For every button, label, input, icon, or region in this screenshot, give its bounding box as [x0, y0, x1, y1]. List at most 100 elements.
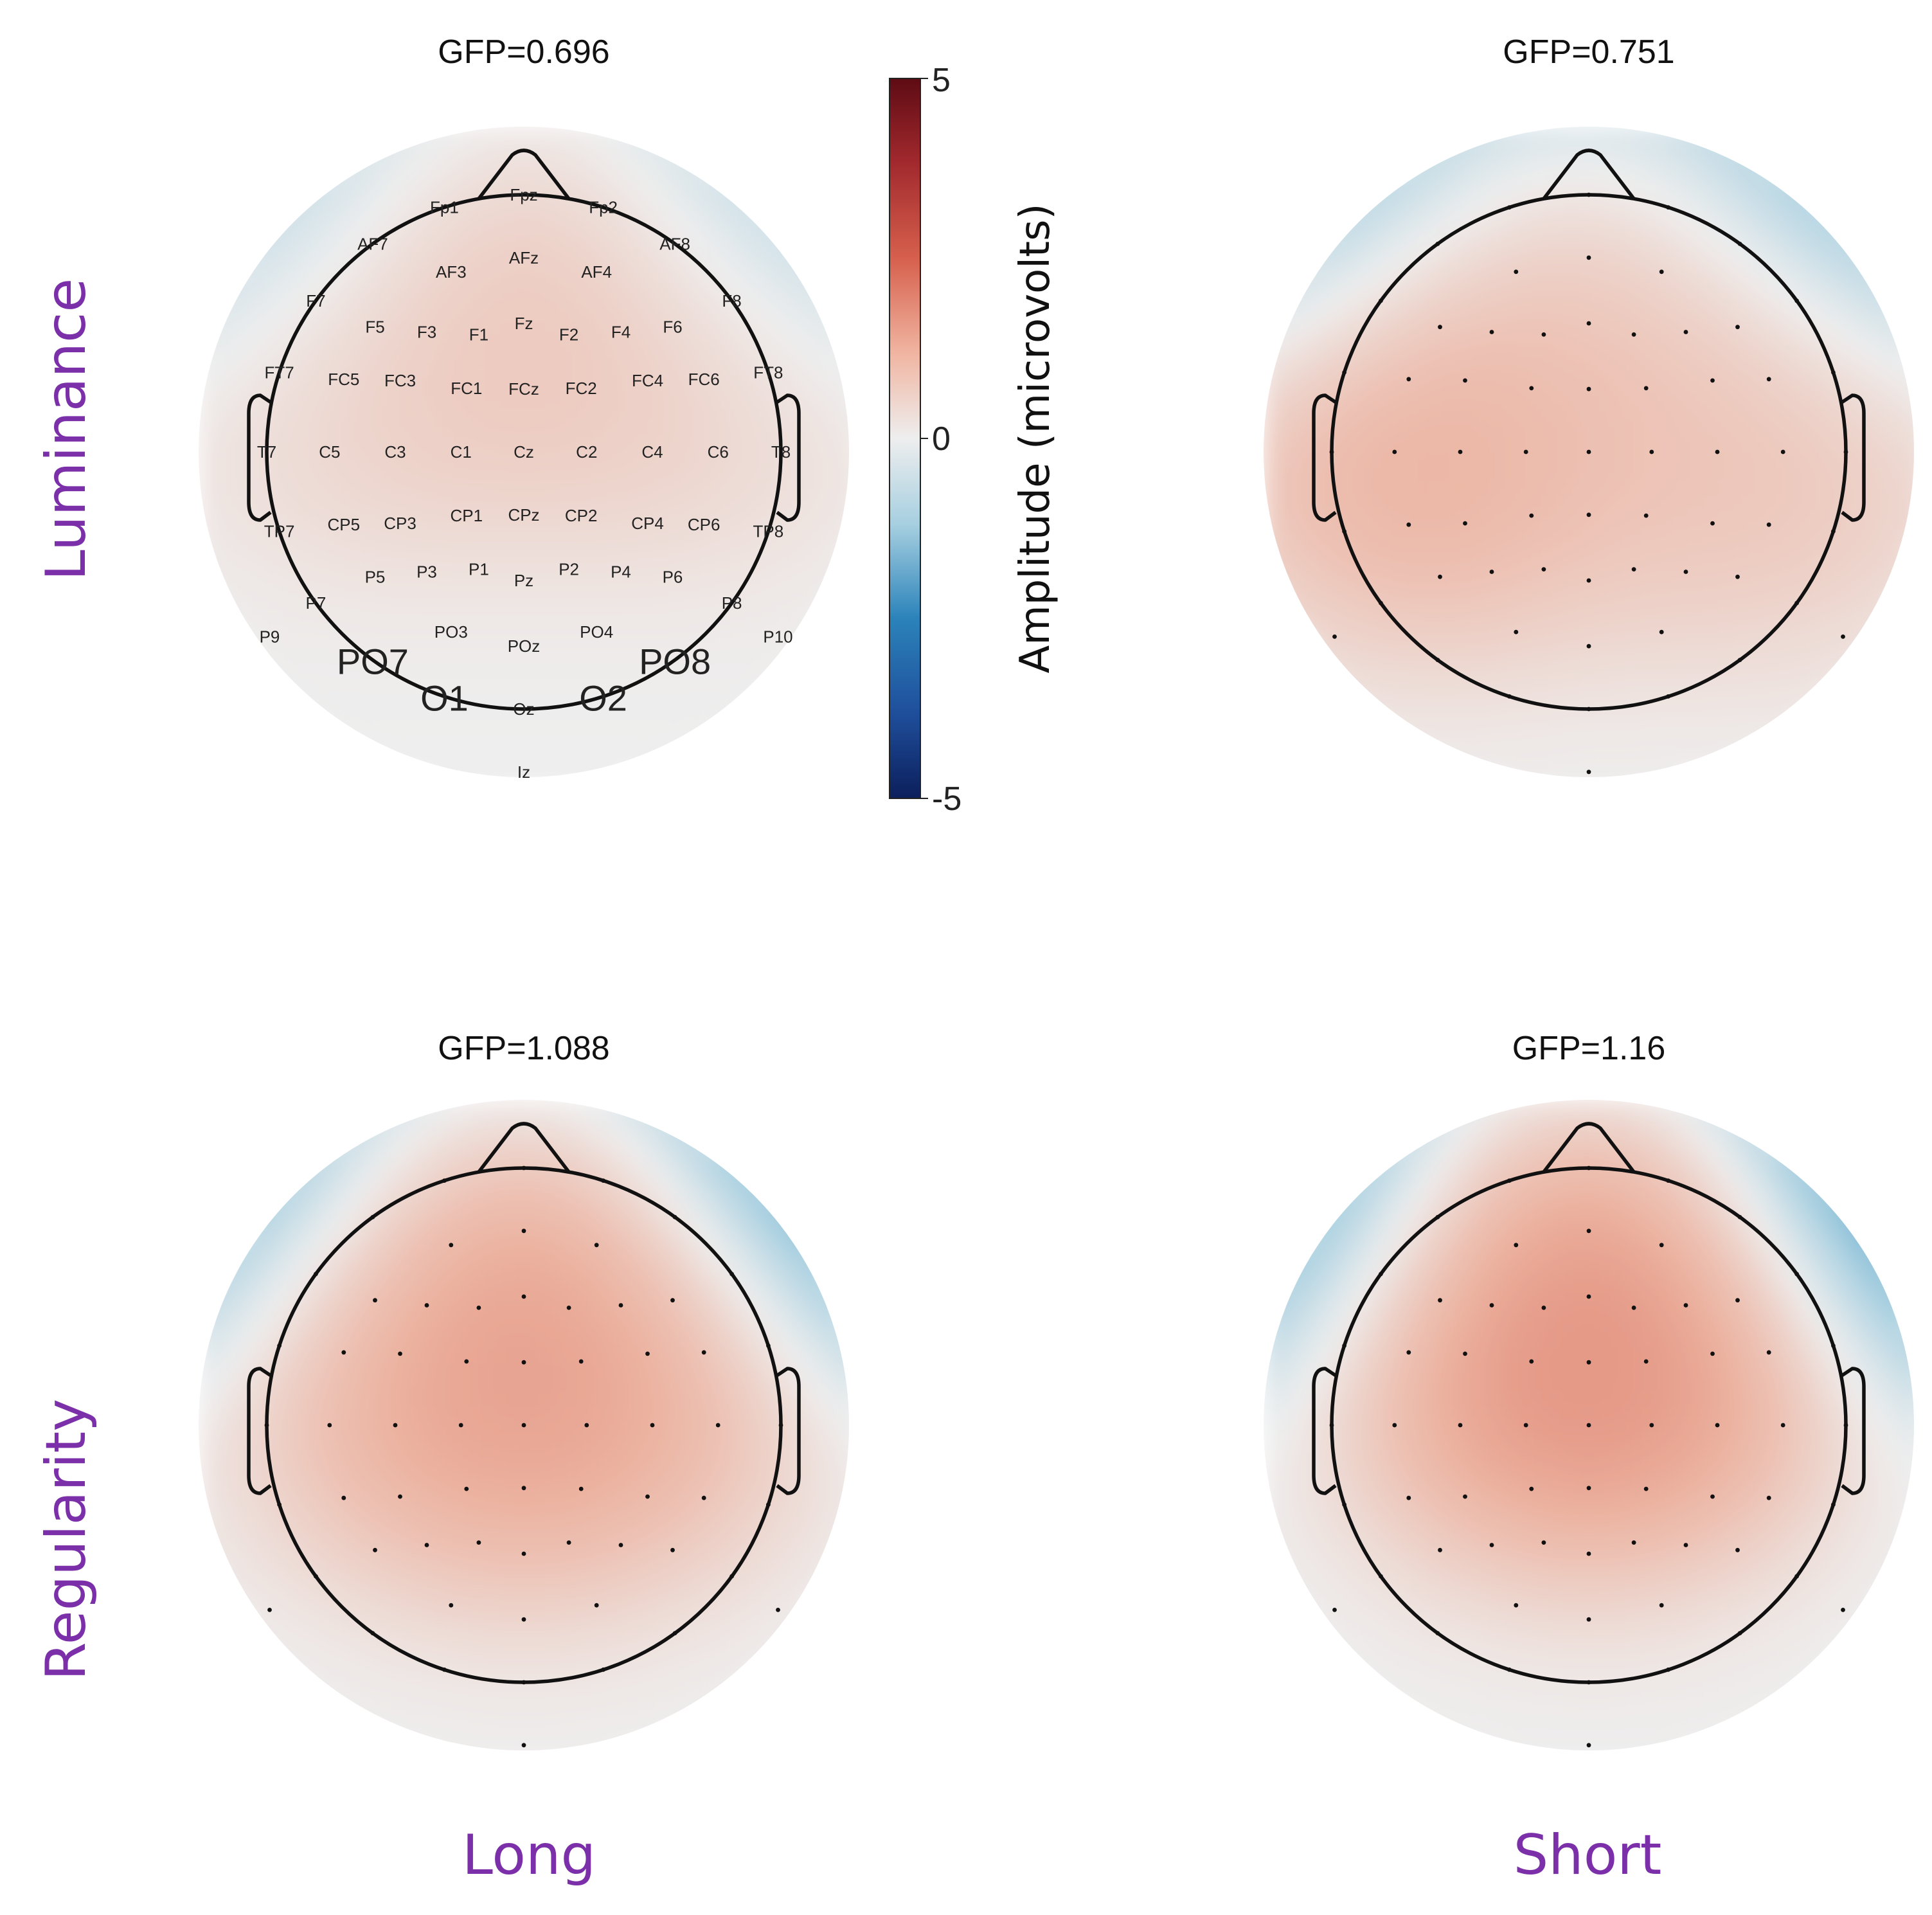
- map-cell: [337, 389, 353, 405]
- map-cell: [476, 327, 492, 343]
- map-cell: [553, 1362, 569, 1378]
- map-cell: [523, 1594, 539, 1610]
- map-cell: [1896, 343, 1912, 359]
- map-cell: [492, 1192, 508, 1209]
- map-cell: [1757, 435, 1773, 451]
- map-cell: [307, 1285, 323, 1301]
- map-cell: [1680, 651, 1696, 667]
- map-cell: [1634, 667, 1650, 683]
- map-cell: [1402, 574, 1418, 590]
- map-cell: [615, 1686, 631, 1702]
- map-cell: [692, 1316, 708, 1332]
- map-cell: [600, 358, 616, 374]
- map-cell: [738, 358, 755, 374]
- map-cell: [445, 1732, 461, 1749]
- map-cell: [399, 1131, 415, 1147]
- map-cell: [754, 1578, 770, 1594]
- map-cell: [600, 574, 616, 590]
- map-cell: [846, 466, 849, 482]
- map-cell: [1834, 281, 1850, 297]
- map-cell: [260, 528, 276, 544]
- map-cell: [214, 358, 230, 374]
- map-cell: [831, 1455, 847, 1471]
- map-cell: [322, 497, 338, 513]
- map-cell: [631, 1254, 647, 1270]
- electrode-dot-af7: [370, 1215, 375, 1219]
- map-cell: [1480, 435, 1496, 451]
- map-cell: [307, 404, 323, 420]
- map-cell: [1495, 744, 1511, 760]
- map-cell: [430, 1146, 446, 1162]
- map-cell: [229, 1285, 246, 1301]
- map-cell: [322, 1285, 338, 1301]
- electrode-label-c2: C2: [576, 442, 597, 462]
- map-cell: [584, 559, 600, 575]
- map-cell: [1695, 281, 1712, 297]
- map-cell: [476, 1501, 492, 1517]
- map-cell: [1510, 1115, 1526, 1131]
- map-cell: [1433, 589, 1449, 606]
- map-cell: [1695, 697, 1712, 714]
- topoplot-body: [247, 1122, 801, 1748]
- map-cell: [1773, 589, 1789, 606]
- map-cell: [1634, 404, 1650, 420]
- map-cell: [399, 1300, 415, 1317]
- map-cell: [1603, 343, 1619, 359]
- map-cell: [692, 713, 708, 729]
- map-cell: [337, 235, 353, 251]
- map-cell: [1803, 605, 1820, 621]
- map-cell: [1695, 559, 1712, 575]
- map-cell: [1649, 358, 1665, 374]
- map-cell: [1665, 543, 1681, 559]
- map-cell: [415, 1115, 431, 1131]
- map-cell: [229, 420, 246, 436]
- map-cell: [507, 250, 523, 266]
- map-cell: [723, 1408, 739, 1425]
- map-cell: [1788, 404, 1804, 420]
- electrode-dot-fz: [521, 1294, 526, 1299]
- map-cell: [569, 1316, 585, 1332]
- map-cell: [800, 1378, 816, 1394]
- map-cell: [1757, 373, 1773, 390]
- map-cell: [245, 281, 261, 297]
- map-cell: [584, 543, 600, 559]
- map-cell: [615, 1702, 631, 1718]
- map-cell: [1557, 343, 1573, 359]
- map-cell: [245, 1270, 261, 1286]
- map-cell: [615, 1131, 631, 1147]
- map-cell: [1557, 204, 1573, 220]
- map-cell: [492, 1748, 508, 1750]
- map-cell: [677, 1686, 693, 1702]
- map-cell: [769, 219, 785, 235]
- map-cell: [507, 1439, 523, 1455]
- map-cell: [229, 296, 246, 312]
- map-cell: [1495, 1146, 1511, 1162]
- map-cell: [1495, 636, 1511, 652]
- map-cell: [646, 188, 662, 204]
- map-cell: [538, 636, 554, 652]
- map-cell: [1572, 512, 1588, 528]
- map-cell: [661, 312, 677, 328]
- map-cell: [384, 589, 400, 606]
- map-cell: [1510, 389, 1526, 405]
- map-cell: [461, 1115, 477, 1131]
- map-cell: [523, 728, 539, 744]
- map-cell: [445, 1100, 461, 1116]
- map-cell: [353, 1131, 369, 1147]
- map-cell: [538, 1748, 554, 1750]
- map-cell: [1881, 528, 1897, 544]
- map-cell: [800, 389, 816, 405]
- map-cell: [816, 1378, 832, 1394]
- map-cell: [445, 451, 461, 467]
- map-cell: [415, 281, 431, 297]
- map-cell: [353, 589, 369, 606]
- map-cell: [1433, 1162, 1449, 1178]
- map-cell: [1325, 605, 1341, 621]
- map-cell: [1325, 343, 1341, 359]
- map-cell: [553, 1609, 569, 1625]
- map-cell: [600, 281, 616, 297]
- map-cell: [584, 1563, 600, 1579]
- map-cell: [1618, 250, 1634, 266]
- map-cell: [476, 451, 492, 467]
